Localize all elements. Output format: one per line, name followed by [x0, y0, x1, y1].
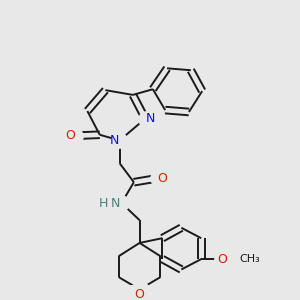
Text: N: N: [111, 196, 121, 210]
Text: H: H: [99, 196, 108, 210]
Text: N: N: [109, 134, 119, 147]
Text: O: O: [65, 129, 75, 142]
Text: O: O: [158, 172, 167, 185]
Text: O: O: [135, 287, 145, 300]
Text: CH₃: CH₃: [239, 254, 260, 264]
Text: O: O: [217, 253, 227, 266]
Text: N: N: [146, 112, 156, 125]
